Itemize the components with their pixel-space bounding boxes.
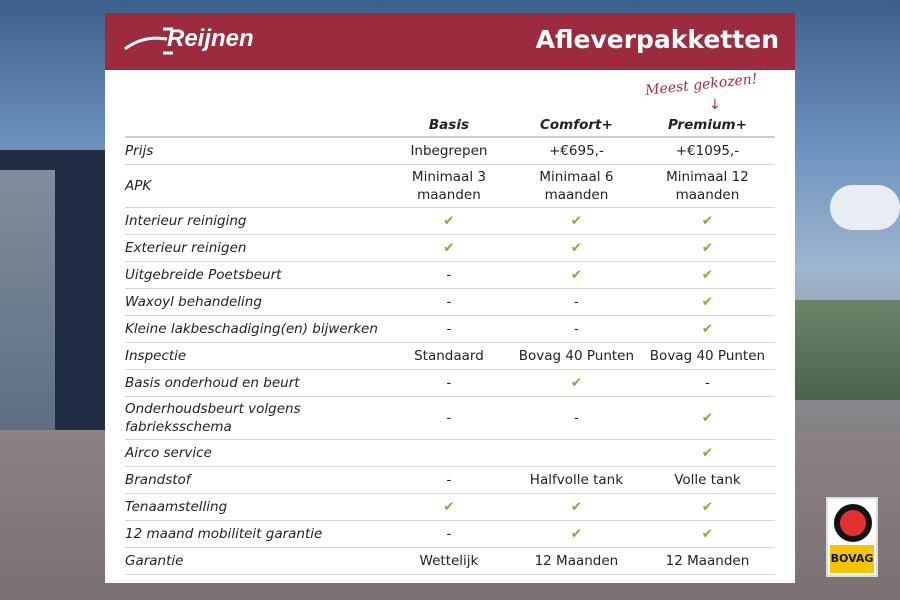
header-bar: Reijnen Afleverpakketten	[105, 13, 795, 70]
cell-value: Standaard	[385, 342, 513, 370]
table-row: Inspectie Standaard Bovag 40 Punten Bovag 4…	[125, 342, 775, 370]
row-label: Basis onderhoud en beurt	[125, 369, 385, 397]
bovag-logo: BOVAG	[826, 497, 878, 577]
check-icon: ✔	[512, 261, 640, 289]
row-label: Brandstof	[125, 466, 385, 494]
cell-value: Inbegrepen	[385, 137, 513, 165]
table-row: 12 maand mobiliteit garantie - ✔ ✔	[125, 520, 775, 548]
cell-value: -	[385, 520, 513, 548]
table-row: APK Minimaal 3 maanden Minimaal 6 maanden M…	[125, 164, 775, 208]
cell-value: -	[385, 315, 513, 343]
table-row: Basis onderhoud en beurt - ✔ -	[125, 369, 775, 397]
check-icon: ✔	[639, 288, 775, 316]
check-icon: ✔	[512, 207, 640, 235]
check-icon: ✔	[639, 315, 775, 343]
table-row: Uitgebreide Poetsbeurt - ✔ ✔	[125, 261, 775, 289]
page-title: Afleverpakketten	[535, 25, 779, 54]
cell-value: -	[385, 369, 513, 397]
cell-value: Halfvolle tank	[512, 466, 640, 494]
row-label: Onderhoudsbeurt volgens fabrieksschema	[125, 396, 385, 440]
check-icon: ✔	[385, 234, 513, 262]
cell-value: 12 Maanden	[512, 547, 640, 575]
row-label: Exterieur reinigen	[125, 234, 385, 262]
table-row: Interieur reiniging ✔ ✔ ✔	[125, 207, 775, 235]
row-label: Kleine lakbeschadiging(en) bijwerken	[125, 315, 385, 343]
package-card: Reijnen Afleverpakketten Meest gekozen! …	[105, 13, 795, 583]
cell-value: -	[385, 466, 513, 494]
row-label: Airco service	[125, 439, 385, 467]
cell-value: Volle tank	[639, 466, 775, 494]
column-header: Basis	[385, 113, 513, 138]
check-icon: ✔	[512, 369, 640, 397]
row-label: Uitgebreide Poetsbeurt	[125, 261, 385, 289]
cell-value: -	[512, 396, 640, 440]
column-header: Premium+	[639, 113, 775, 138]
cell-value: Bovag 40 Punten	[639, 342, 775, 370]
table-row: Exterieur reinigen ✔ ✔ ✔	[125, 234, 775, 262]
comparison-table: Basis Comfort+ Premium+ Prijs Inbegrepen +€6…	[125, 113, 775, 575]
row-label: Tenaamstelling	[125, 493, 385, 521]
column-header	[125, 113, 385, 138]
table-row: Garantie Wettelijk 12 Maanden 12 Maanden	[125, 547, 775, 575]
check-icon: ✔	[639, 520, 775, 548]
check-icon: ✔	[512, 520, 640, 548]
check-icon: ✔	[385, 493, 513, 521]
check-icon: ✔	[512, 234, 640, 262]
row-label: Interieur reiniging	[125, 207, 385, 235]
cell-value: +€695,-	[512, 137, 640, 165]
cell-value: -	[512, 315, 640, 343]
cell-value: Wettelijk	[385, 547, 513, 575]
cell-value: Minimaal 12 maanden	[639, 164, 775, 208]
cell-value: 12 Maanden	[639, 547, 775, 575]
arrow-icon: ↓	[709, 97, 721, 113]
cell-value: -	[385, 288, 513, 316]
cell-value	[385, 439, 513, 467]
background-building	[0, 150, 105, 510]
check-icon: ✔	[639, 396, 775, 440]
cell-value: -	[385, 261, 513, 289]
check-icon: ✔	[385, 207, 513, 235]
background-cloud	[830, 185, 900, 230]
cell-value: +€1095,-	[639, 137, 775, 165]
row-label: Prijs	[125, 137, 385, 165]
table-row: Prijs Inbegrepen +€695,- +€1095,-	[125, 137, 775, 165]
table-row: Kleine lakbeschadiging(en) bijwerken - - ✔	[125, 315, 775, 343]
table-row: Onderhoudsbeurt volgens fabrieksschema - -…	[125, 396, 775, 440]
most-chosen-annotation: Meest gekozen!	[644, 71, 759, 99]
cell-value: Minimaal 3 maanden	[385, 164, 513, 208]
check-icon: ✔	[512, 493, 640, 521]
cell-value	[512, 439, 640, 467]
row-label: 12 maand mobiliteit garantie	[125, 520, 385, 548]
check-icon: ✔	[639, 439, 775, 467]
row-label: Garantie	[125, 547, 385, 575]
cell-value: Bovag 40 Punten	[512, 342, 640, 370]
cell-value: -	[639, 369, 775, 397]
row-label: Inspectie	[125, 342, 385, 370]
cell-value: -	[385, 396, 513, 440]
cell-value: Minimaal 6 maanden	[512, 164, 640, 208]
column-header: Comfort+	[512, 113, 640, 138]
background-trees	[795, 300, 900, 400]
table-row: Airco service ✔	[125, 439, 775, 467]
table-row: Tenaamstelling ✔ ✔ ✔	[125, 493, 775, 521]
cell-value: -	[512, 288, 640, 316]
table-row: Waxoyl behandeling - - ✔	[125, 288, 775, 316]
check-icon: ✔	[639, 261, 775, 289]
row-label: Waxoyl behandeling	[125, 288, 385, 316]
check-icon: ✔	[639, 234, 775, 262]
check-icon: ✔	[639, 207, 775, 235]
row-label: APK	[125, 164, 385, 208]
check-icon: ✔	[639, 493, 775, 521]
table-row: Brandstof - Halfvolle tank Volle tank	[125, 466, 775, 494]
car-logo-icon	[124, 27, 173, 55]
